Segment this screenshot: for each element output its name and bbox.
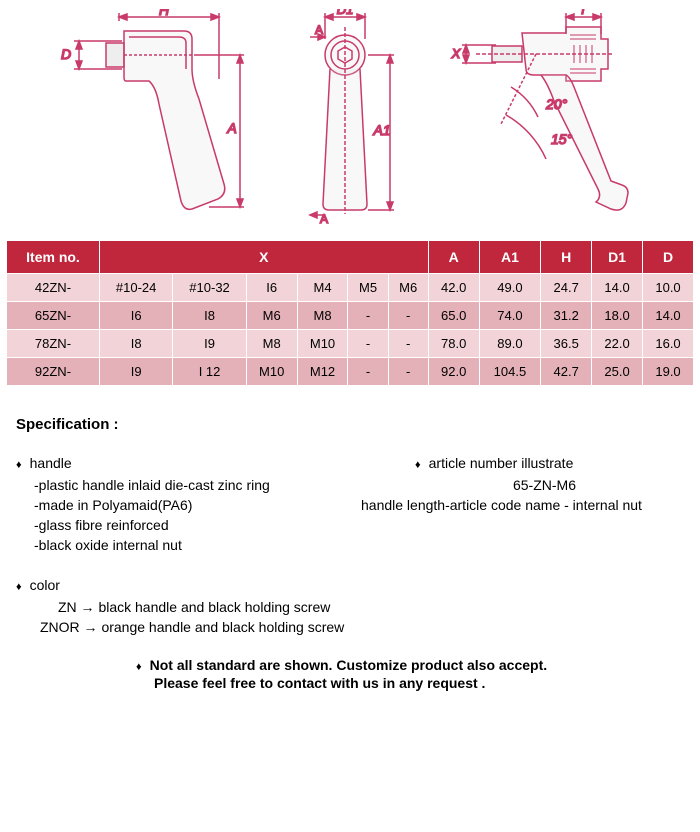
label-Asec-bot: A	[320, 212, 328, 224]
table-cell: 104.5	[479, 358, 541, 386]
label-X: X	[451, 46, 462, 61]
table-cell: -	[388, 358, 428, 386]
specification-section: Specification : handle -plastic handle i…	[6, 416, 694, 691]
label-D: D	[61, 46, 71, 62]
table-row: 92ZN-I9I 12M10M12--92.0104.542.725.019.0	[7, 358, 694, 386]
table-cell: M10	[297, 330, 348, 358]
table-cell: 16.0	[643, 330, 694, 358]
table-cell: I8	[173, 302, 246, 330]
table-cell: 19.0	[643, 358, 694, 386]
table-cell: M10	[246, 358, 297, 386]
handle-item: -black oxide internal nut	[16, 537, 355, 553]
table-cell: I6	[99, 302, 172, 330]
handle-head: handle	[16, 455, 355, 471]
diagram-side-view: H D A	[44, 9, 244, 224]
table-cell: I8	[99, 330, 172, 358]
table-cell: 42.7	[541, 358, 592, 386]
table-cell: 14.0	[592, 274, 643, 302]
table-cell: 25.0	[592, 358, 643, 386]
table-cell: M4	[297, 274, 348, 302]
table-cell: #10-24	[99, 274, 172, 302]
table-cell: -	[348, 358, 388, 386]
label-15deg: 15°	[551, 131, 573, 147]
table-cell: I9	[173, 330, 246, 358]
table-cell: 36.5	[541, 330, 592, 358]
table-cell: M8	[297, 302, 348, 330]
diagram-area: H D A	[6, 6, 694, 236]
diagram-front-view: D1 A A1 A	[280, 9, 410, 224]
label-A: A	[226, 120, 236, 136]
table-cell: 65.0	[428, 302, 479, 330]
table-cell: 74.0	[479, 302, 541, 330]
table-cell: -	[348, 302, 388, 330]
table-cell: -	[388, 302, 428, 330]
label-A1: A1	[372, 122, 390, 138]
handle-item: -glass fibre reinforced	[16, 517, 355, 533]
col-item: Item no.	[7, 241, 100, 274]
table-cell: -	[388, 330, 428, 358]
spec-title: Specification :	[16, 416, 694, 433]
color-item: ZN → black handle and black holding scre…	[16, 599, 694, 615]
table-cell: 31.2	[541, 302, 592, 330]
col-a: A	[428, 241, 479, 274]
table-header-row: Item no. X A A1 H D1 D	[7, 241, 694, 274]
table-row: 78ZN-I8I9M8M10--78.089.036.522.016.0	[7, 330, 694, 358]
table-cell: M12	[297, 358, 348, 386]
table-cell: 10.0	[643, 274, 694, 302]
table-cell: 42.0	[428, 274, 479, 302]
dimensions-table: Item no. X A A1 H D1 D 42ZN-#10-24#10-32…	[6, 240, 694, 386]
col-d1: D1	[592, 241, 643, 274]
color-section: color ZN → black handle and black holdin…	[16, 577, 694, 635]
table-cell: M5	[348, 274, 388, 302]
table-cell: 89.0	[479, 330, 541, 358]
handle-item: -made in Polyamaid(PA6)	[16, 497, 355, 513]
handle-item: -plastic handle inlaid die-cast zinc rin…	[16, 477, 355, 493]
table-cell: I9	[99, 358, 172, 386]
table-cell: -	[348, 330, 388, 358]
label-H: H	[159, 9, 170, 18]
article-head: article number illustrate	[355, 455, 694, 471]
article-desc: handle length-article code name - intern…	[355, 497, 694, 513]
diagram-section-view: T X	[446, 9, 656, 224]
table-cell: M6	[246, 302, 297, 330]
color-head: color	[16, 577, 694, 593]
table-cell: M6	[388, 274, 428, 302]
col-a1: A1	[479, 241, 541, 274]
table-cell: 49.0	[479, 274, 541, 302]
table-cell: 24.7	[541, 274, 592, 302]
footer-note: Not all standard are shown. Customize pr…	[16, 657, 694, 691]
footer-line1: Not all standard are shown. Customize pr…	[136, 657, 694, 673]
spec-left-column: handle -plastic handle inlaid die-cast z…	[16, 455, 355, 557]
article-example: 65-ZN-M6	[355, 477, 694, 493]
table-row: 42ZN-#10-24#10-32I6M4M5M642.049.024.714.…	[7, 274, 694, 302]
color-item: ZNOR → orange handle and black holding s…	[16, 619, 694, 635]
table-cell: 42ZN-	[7, 274, 100, 302]
col-h: H	[541, 241, 592, 274]
table-row: 65ZN-I6I8M6M8--65.074.031.218.014.0	[7, 302, 694, 330]
table-cell: 92ZN-	[7, 358, 100, 386]
table-cell: 22.0	[592, 330, 643, 358]
col-x: X	[99, 241, 428, 274]
table-cell: M8	[246, 330, 297, 358]
table-cell: I6	[246, 274, 297, 302]
spec-right-column: article number illustrate 65-ZN-M6 handl…	[355, 455, 694, 557]
table-cell: 65ZN-	[7, 302, 100, 330]
table-cell: 92.0	[428, 358, 479, 386]
col-d: D	[643, 241, 694, 274]
table-cell: 14.0	[643, 302, 694, 330]
label-T: T	[579, 9, 588, 17]
table-cell: I 12	[173, 358, 246, 386]
table-cell: 78.0	[428, 330, 479, 358]
label-20deg: 20°	[545, 96, 568, 112]
label-D1: D1	[337, 9, 354, 17]
table-cell: 78ZN-	[7, 330, 100, 358]
table-cell: 18.0	[592, 302, 643, 330]
table-cell: #10-32	[173, 274, 246, 302]
footer-line2: Please feel free to contact with us in a…	[136, 675, 694, 691]
